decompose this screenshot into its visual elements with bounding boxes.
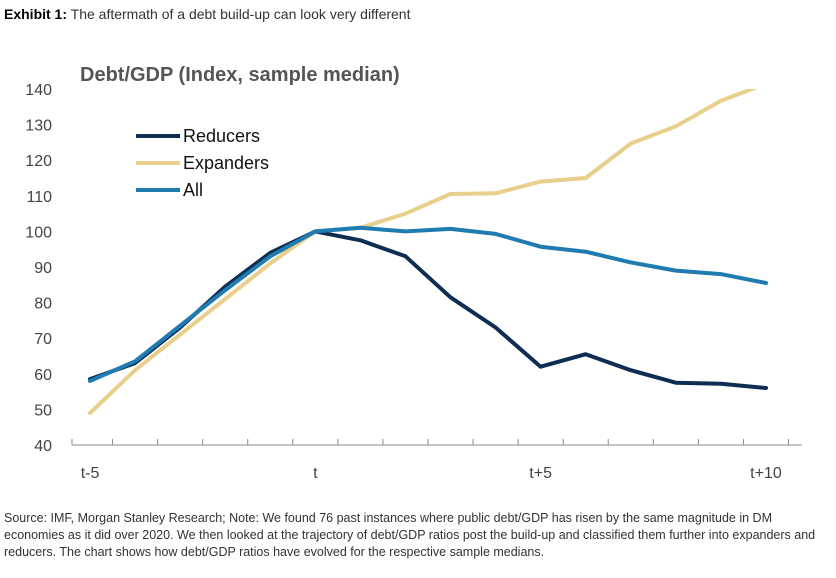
exhibit-caption: Exhibit 1: The aftermath of a debt build…	[4, 6, 410, 22]
source-note: Source: IMF, Morgan Stanley Research; No…	[4, 511, 816, 559]
chart-legend: Reducers Expanders All	[136, 126, 269, 200]
series-line-reducers	[88, 229, 768, 390]
y-tick-label: 120	[25, 153, 52, 170]
series-line-all	[88, 225, 768, 383]
y-tick-label: 100	[25, 224, 52, 241]
exhibit-label: Exhibit 1:	[4, 6, 68, 22]
x-tick-label: t-5	[81, 465, 100, 482]
y-tick-label: 50	[34, 402, 52, 419]
legend-label-expanders: Expanders	[183, 153, 269, 173]
y-tick-label: 80	[34, 296, 52, 313]
legend-label-reducers: Reducers	[183, 126, 260, 146]
chart-title: Debt/GDP (Index, sample median)	[80, 64, 400, 86]
x-tick-label: t+10	[750, 465, 782, 482]
y-tick-label: 40	[34, 438, 52, 455]
y-tick-label: 90	[34, 260, 52, 277]
y-tick-label: 110	[26, 189, 52, 206]
series-line-expanders	[88, 89, 758, 415]
y-tick-label: 140	[25, 82, 52, 99]
legend-label-all: All	[183, 180, 203, 200]
y-tick-label: 130	[25, 118, 52, 135]
y-tick-label: 60	[34, 367, 52, 384]
x-tick-label: t+5	[529, 465, 552, 482]
y-tick-label: 70	[34, 331, 52, 348]
chart-series	[88, 89, 768, 415]
x-tick-label: t	[313, 465, 318, 482]
line-chart: 40 50 60 70 80 90 100 110 120 130 140 t-5 t t+5 t+10 R…	[25, 82, 802, 482]
exhibit-title: The aftermath of a debt build-up can loo…	[70, 6, 411, 22]
chart-axes: 40 50 60 70 80 90 100 110 120 130 140 t-5 t t+5 t+10	[25, 82, 802, 482]
